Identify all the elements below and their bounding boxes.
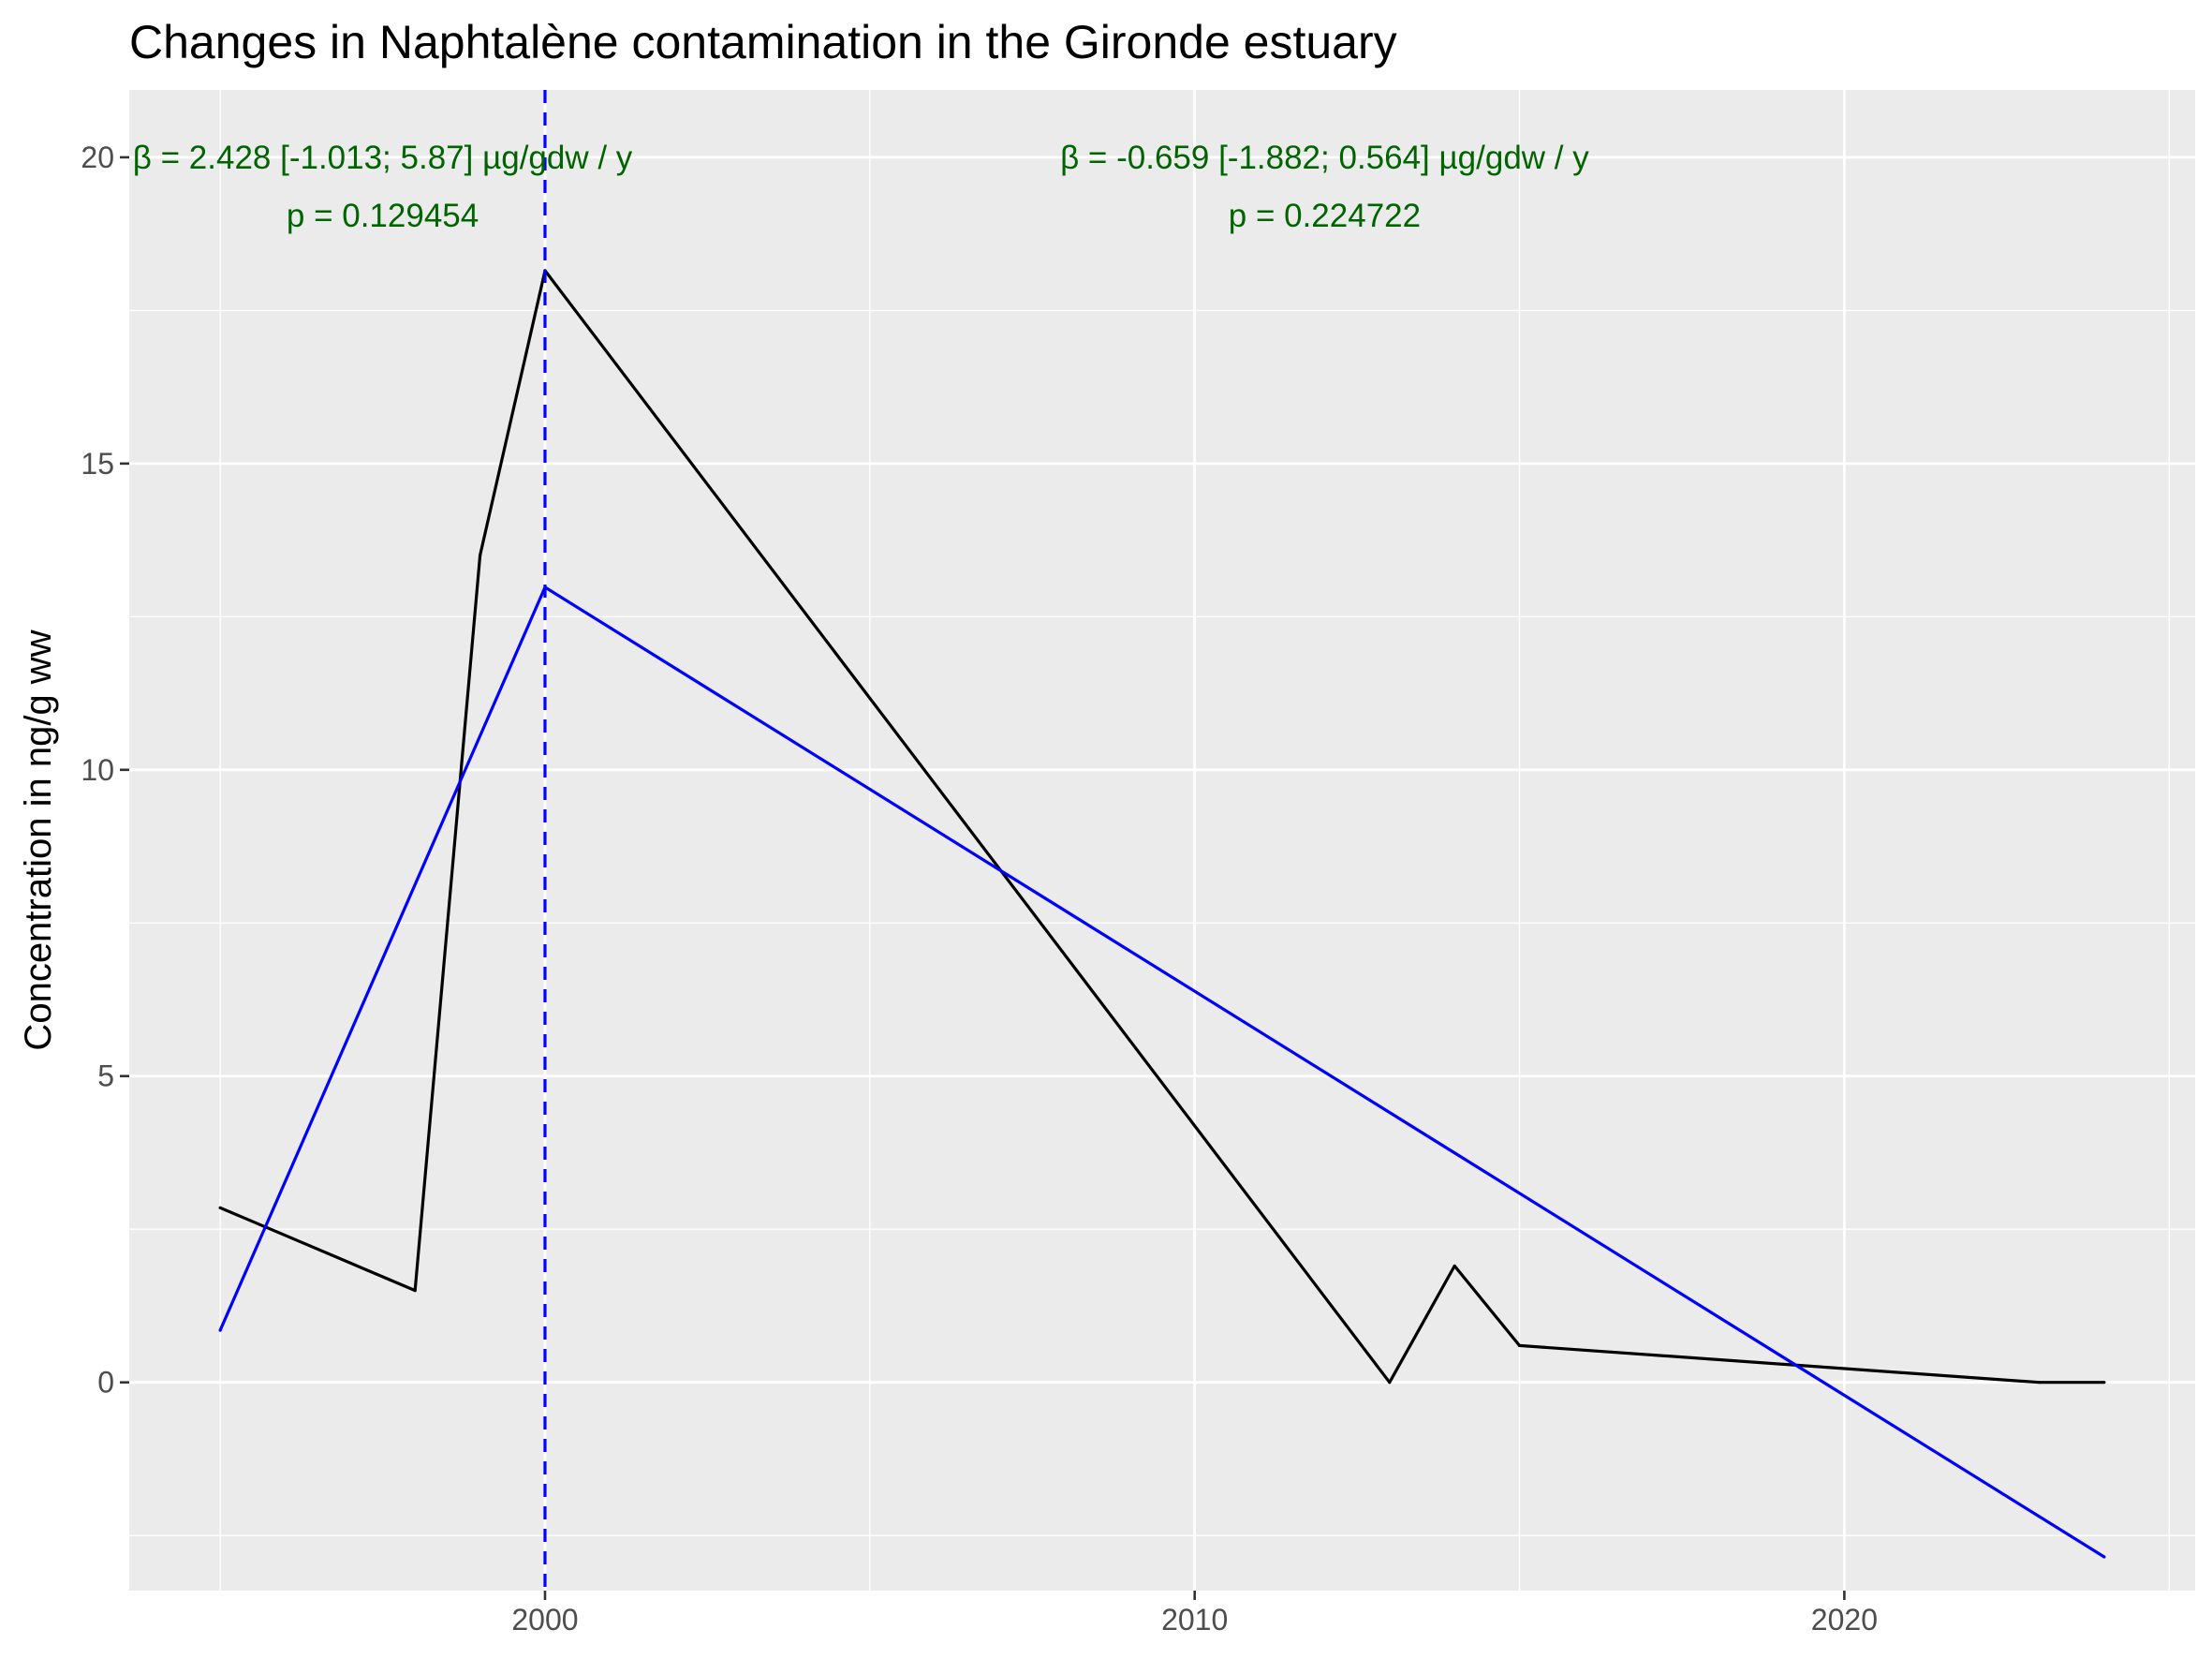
observed-data-point (1517, 1343, 1522, 1348)
y-tick-label: 10 (81, 753, 114, 787)
observed-data-point (1388, 1381, 1392, 1385)
observed-data-point (479, 554, 482, 557)
x-axis: 2000 2010 2020 (511, 1591, 1878, 1637)
trend-vertex (2102, 1555, 2106, 1559)
major-gridlines (129, 90, 2195, 1591)
trend-vertex (218, 1328, 222, 1332)
observed-data-point (2037, 1381, 2042, 1385)
y-tick-label: 20 (81, 141, 114, 174)
y-tick-label: 15 (81, 447, 114, 481)
minor-gridlines (129, 90, 2195, 1591)
trend-annotation: β = 2.428 [-1.013; 5.87] µg/gdw / y (133, 140, 633, 176)
y-axis: 0 5 10 15 20 (81, 141, 129, 1400)
y-tick-label: 0 (97, 1366, 114, 1400)
trend-annotation: p = 0.129454 (287, 198, 479, 234)
y-axis-title: Concentration in ng/g ww (18, 630, 59, 1050)
y-tick-label: 5 (97, 1059, 114, 1093)
plot-panel (129, 90, 2195, 1591)
chart-title: Changes in Naphtalène contamination in t… (129, 16, 1397, 68)
x-tick-label: 2020 (1811, 1603, 1878, 1637)
annotation-layer: β = 2.428 [-1.013; 5.87] µg/gdw / y p = 0… (133, 140, 1589, 234)
observed-data-point (1453, 1264, 1456, 1268)
trend-annotation: β = -0.659 [-1.882; 0.564] µg/gdw / y (1060, 140, 1589, 176)
trend-annotation: p = 0.224722 (1229, 198, 1421, 234)
observed-data-point (2102, 1381, 2106, 1385)
x-tick-label: 2000 (511, 1603, 578, 1637)
x-tick-label: 2010 (1161, 1603, 1228, 1637)
observed-data-point (218, 1206, 222, 1209)
observed-data-point (413, 1289, 417, 1293)
